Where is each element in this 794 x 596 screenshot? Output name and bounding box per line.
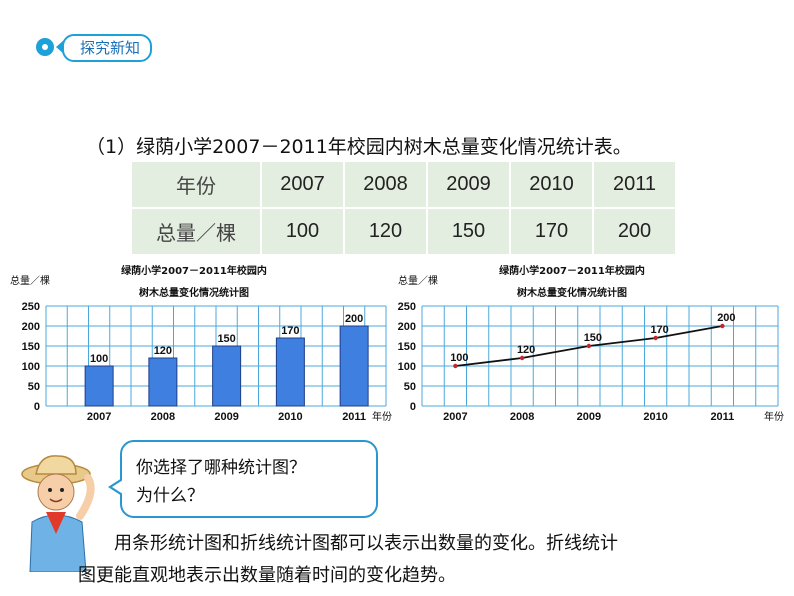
data-label: 200	[345, 313, 363, 325]
speech-bubble: 你选择了哪种统计图？ 为什么？	[108, 440, 378, 518]
y-tick-label: 150	[22, 341, 40, 353]
table-cell: 2011	[592, 160, 677, 209]
answer-line2: 图更能直观地表示出数量随着时间的变化趋势。	[78, 565, 456, 586]
data-point	[519, 355, 525, 361]
table-cell: 2007	[260, 160, 345, 209]
section-tag-label: 探究新知	[55, 34, 153, 62]
y-tick-label: 50	[28, 381, 40, 393]
y-tick-label: 250	[398, 301, 416, 313]
table-cell: 2008	[343, 160, 428, 209]
answer-text: 用条形统计图和折线统计图都可以表示出数量的变化。折线统计 图更能直观地表示出数量…	[78, 528, 746, 592]
data-label: 170	[281, 325, 299, 337]
table-header-total: 总量／棵	[130, 207, 262, 256]
data-table: 年份 2007 2008 2009 2010 2011 总量／棵 100 120…	[130, 160, 677, 256]
student-illustration-icon	[21, 455, 95, 572]
table-cell: 150	[426, 207, 511, 256]
data-label: 120	[154, 345, 172, 357]
bar-chart: 绿荫小学2007－2011年校园内 树木总量变化情况统计图 总量／棵 年份 0 5…	[10, 264, 392, 423]
table-cell: 120	[343, 207, 428, 256]
table-cell: 100	[260, 207, 345, 256]
data-point	[720, 323, 725, 329]
y-tick-label: 200	[398, 321, 416, 333]
data-label: 100	[90, 353, 108, 365]
data-label: 170	[650, 324, 668, 336]
x-tick-label: 2008	[510, 411, 534, 423]
bar	[84, 365, 114, 407]
y-axis-label: 总量／棵	[10, 274, 50, 287]
x-tick-label: 2010	[278, 411, 302, 423]
table-cell: 170	[509, 207, 594, 256]
x-tick-label: 2008	[151, 411, 175, 423]
x-tick-label: 2009	[577, 411, 601, 423]
y-tick-label: 250	[22, 301, 40, 313]
bar	[339, 325, 369, 407]
data-label: 150	[584, 332, 602, 344]
chart-title-line1: 绿荫小学2007－2011年校园内	[121, 264, 267, 277]
table-header-year: 年份	[130, 160, 262, 209]
y-tick-label: 100	[22, 361, 40, 373]
y-tick-label: 150	[398, 341, 416, 353]
data-label: 200	[717, 312, 735, 324]
x-tick-label: 2007	[87, 411, 111, 423]
x-tick-label: 2009	[214, 411, 238, 423]
answer-line1: 用条形统计图和折线统计图都可以表示出数量的变化。折线统计	[114, 533, 618, 554]
y-tick-label: 200	[22, 321, 40, 333]
x-tick-label: 2011	[342, 411, 366, 423]
data-point	[653, 335, 658, 341]
bar	[275, 337, 305, 407]
y-tick-label: 50	[404, 381, 416, 393]
bar	[212, 345, 242, 407]
table-cell: 2010	[509, 160, 594, 209]
x-tick-label: 2010	[643, 411, 667, 423]
line-chart: 绿荫小学2007－2011年校园内 树木总量变化情况统计图 总量／棵 年份 0 5…	[398, 264, 784, 423]
x-axis-label: 年份	[372, 410, 392, 423]
chart-title-line2: 树木总量变化情况统计图	[139, 286, 249, 299]
data-label: 120	[517, 344, 535, 356]
data-point	[586, 343, 592, 349]
section-dot-icon	[36, 38, 54, 56]
y-axis-label: 总量／棵	[398, 274, 438, 287]
bubble-line2: 为什么？	[136, 486, 204, 506]
table-cell: 2009	[426, 160, 511, 209]
x-tick-label: 2007	[443, 411, 467, 423]
data-label: 150	[217, 333, 235, 345]
y-tick-label: 0	[410, 401, 416, 413]
x-tick-label: 2011	[710, 411, 734, 423]
bar	[148, 357, 178, 407]
x-axis-label: 年份	[764, 410, 784, 423]
table-row-years: 年份 2007 2008 2009 2010 2011	[130, 160, 677, 209]
data-point	[453, 363, 458, 369]
bubble-line1: 你选择了哪种统计图？	[136, 458, 306, 478]
chart-title-line1: 绿荫小学2007－2011年校园内	[499, 264, 645, 277]
data-label: 100	[450, 352, 468, 364]
table-cell: 200	[592, 207, 677, 256]
y-tick-label: 100	[398, 361, 416, 373]
table-row-totals: 总量／棵 100 120 150 170 200	[130, 207, 677, 256]
question-title: （1）绿荫小学2007－2011年校园内树木总量变化情况统计表。	[86, 136, 632, 158]
y-tick-label: 0	[34, 401, 40, 413]
chart-title-line2: 树木总量变化情况统计图	[517, 286, 627, 299]
